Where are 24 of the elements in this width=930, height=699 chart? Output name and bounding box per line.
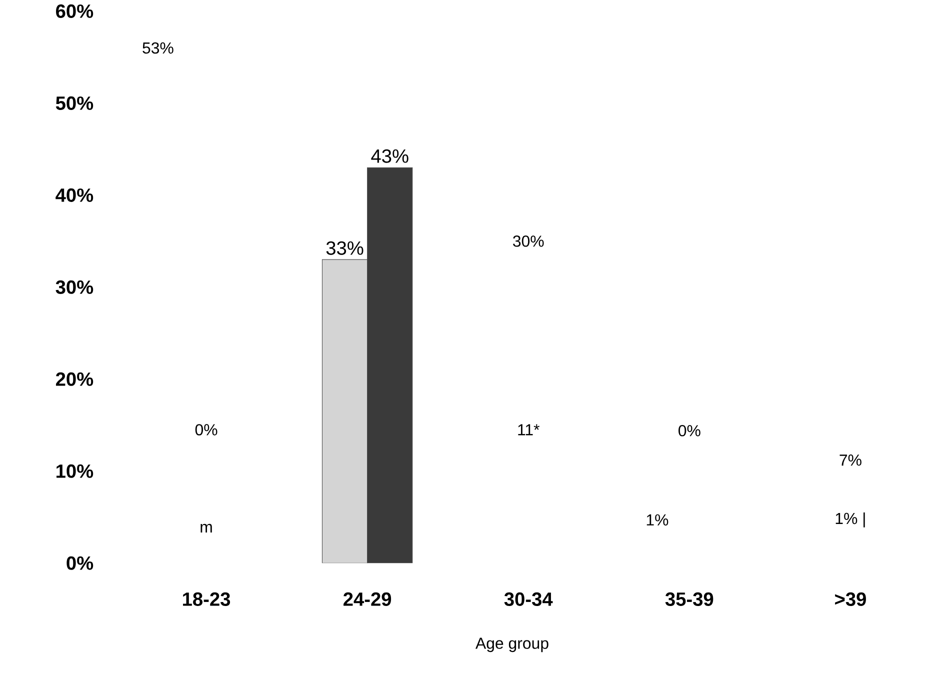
annotation: 0% [195,424,218,436]
x-tick-label: 35-39 [665,592,714,606]
annotation: 7% [840,454,862,466]
y-tick-label: 10% [56,464,94,478]
y-tick-label: 40% [56,188,94,202]
y-tick-label: 30% [56,280,94,294]
annotation: 1% [646,514,668,526]
x-tick-label: 24-29 [344,592,392,606]
y-tick-label: 50% [56,96,94,110]
data-label: 33% [326,241,364,255]
y-tick-label: 20% [56,372,94,386]
y-tick-label: 0% [66,556,94,570]
x-tick-label: 30-34 [504,592,553,606]
annotation: 11* [518,424,540,436]
y-tick-label: 60% [56,4,94,18]
annotation: 30% [513,235,544,247]
x-axis-title: Age group [475,638,548,652]
annotation: 0% [678,424,700,436]
x-tick-label: >39 [835,592,866,606]
annotation: 1% | [836,512,865,528]
annotation: 53% [142,42,174,54]
data-label: 43% [371,149,408,163]
x-tick-label: 18-23 [183,592,230,606]
annotation: m [200,524,212,532]
